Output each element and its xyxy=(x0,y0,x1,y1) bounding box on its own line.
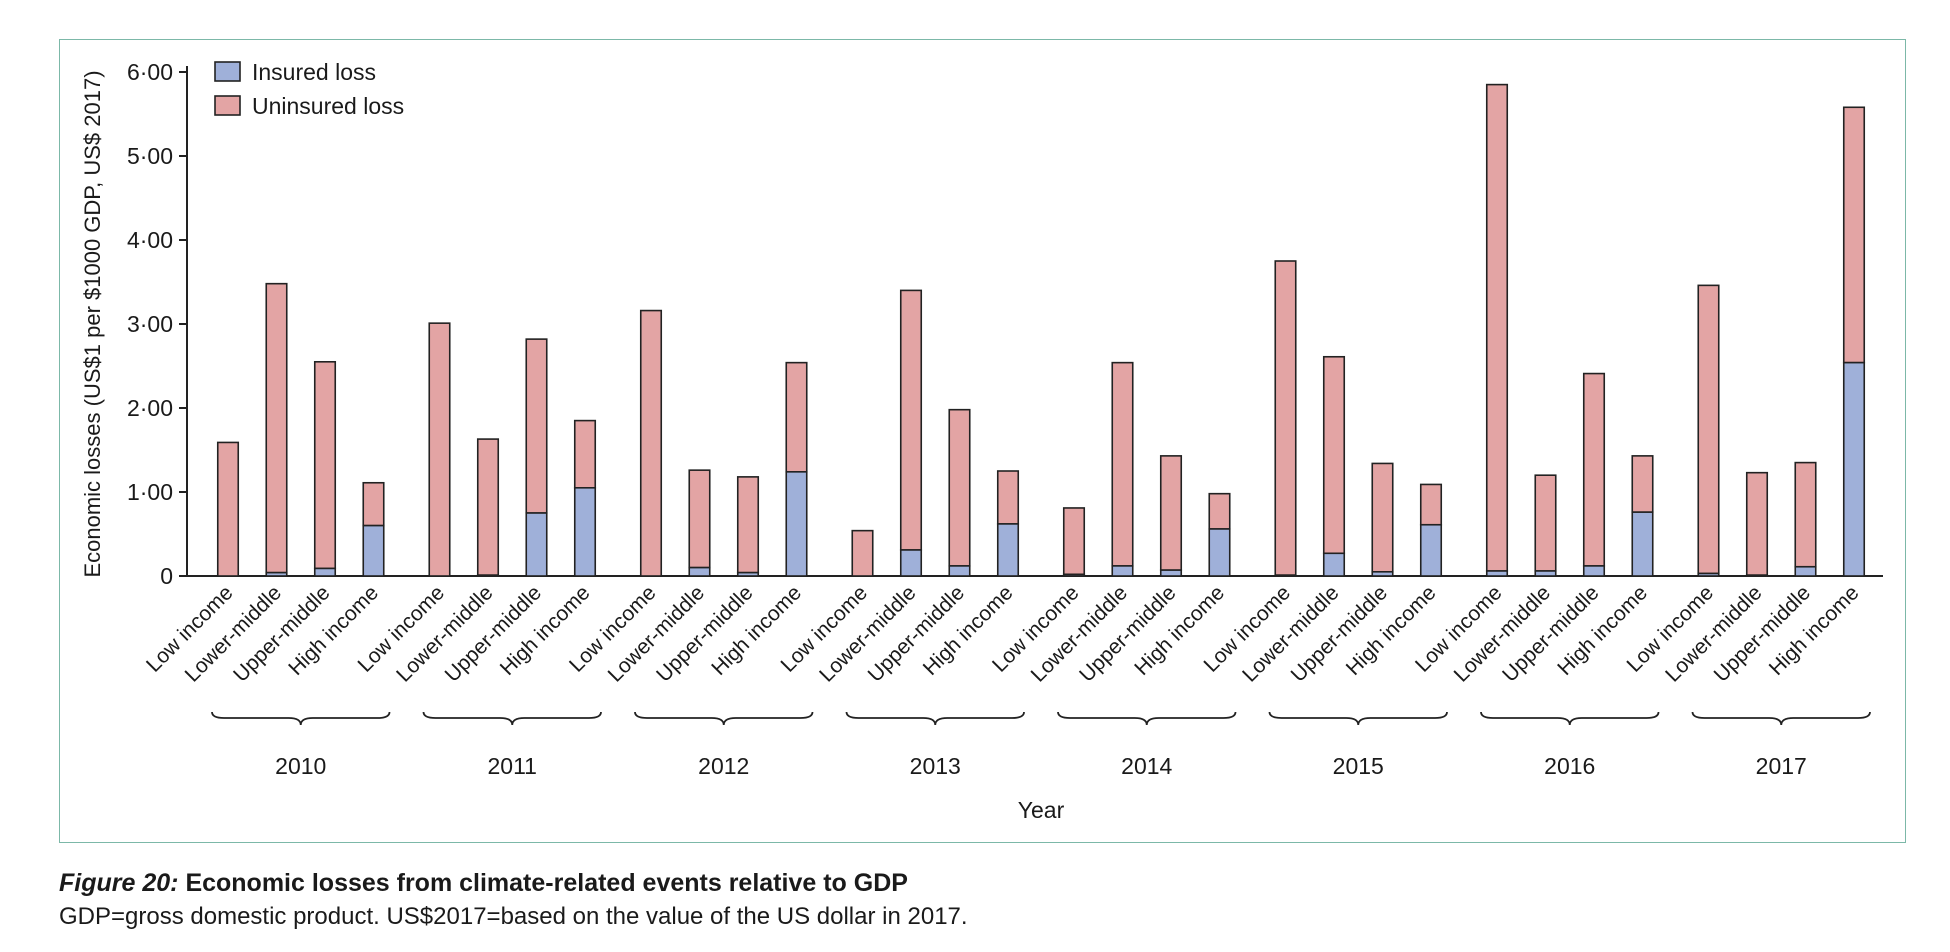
bar-uninsured-2012-1 xyxy=(688,469,711,569)
bar-insured-2011-3 xyxy=(573,486,597,577)
group-brace-2010 xyxy=(211,711,391,726)
bar-uninsured-2010-2 xyxy=(313,360,337,570)
bar-uninsured-2013-1 xyxy=(899,289,923,551)
bar-uninsured-2012-0 xyxy=(639,309,663,577)
bar-insured-2017-3 xyxy=(1842,361,1866,577)
legend-swatch-insured xyxy=(214,61,241,82)
bar-insured-2015-3 xyxy=(1419,523,1443,577)
bar-insured-2014-2 xyxy=(1159,569,1183,577)
y-tick-label: 3·00 xyxy=(127,311,173,337)
bar-uninsured-2016-1 xyxy=(1534,474,1557,572)
group-label-2015: 2015 xyxy=(1333,753,1384,779)
bar-uninsured-2011-2 xyxy=(525,338,548,514)
bar-insured-2011-2 xyxy=(525,512,548,577)
caption-title: Figure 20: Economic losses from climate-… xyxy=(59,866,1899,900)
bar-insured-2015-1 xyxy=(1322,552,1346,577)
group-brace-2013 xyxy=(845,711,1025,726)
y-tick-label: 5·00 xyxy=(127,143,173,169)
bar-uninsured-2015-0 xyxy=(1274,260,1297,576)
y-tick-label: 6·00 xyxy=(127,59,173,85)
group-label-2013: 2013 xyxy=(910,753,961,779)
group-brace-2015 xyxy=(1268,711,1448,726)
figure-frame: 0 1·00 2·00 3·00 4·00 5·00 6·00 Economic losses… xyxy=(59,39,1906,843)
bar-uninsured-2011-1 xyxy=(476,438,500,576)
group-brace-2014 xyxy=(1057,711,1237,726)
labels: 0 1·00 2·00 3·00 4·00 5·00 6·00 Economic losses… xyxy=(80,59,1864,823)
y-axis-label: Economic losses (US$1 per $1000 GDP, US$… xyxy=(80,70,105,577)
bar-insured-2010-1 xyxy=(265,571,288,577)
bar-insured-2016-2 xyxy=(1582,565,1606,577)
bar-insured-2010-3 xyxy=(362,524,385,577)
bar-insured-2011-1 xyxy=(476,574,500,577)
bar-insured-2013-1 xyxy=(899,549,923,577)
bar-uninsured-2014-0 xyxy=(1062,507,1086,576)
group-label-2011: 2011 xyxy=(488,753,537,779)
bar-uninsured-2014-3 xyxy=(1208,492,1231,530)
bar-insured-2012-3 xyxy=(785,471,808,577)
bar-uninsured-2012-2 xyxy=(736,476,760,574)
bar-uninsured-2010-0 xyxy=(216,441,240,577)
bar-insured-2017-0 xyxy=(1697,572,1720,577)
bar-insured-2013-2 xyxy=(948,565,971,577)
bar-insured-2010-2 xyxy=(313,567,337,577)
bar-uninsured-2017-2 xyxy=(1794,461,1817,568)
bar-uninsured-2012-3 xyxy=(785,361,808,473)
bar-insured-2013-3 xyxy=(996,523,1020,577)
bar-uninsured-2016-0 xyxy=(1485,83,1509,572)
group-brace-2012 xyxy=(634,711,814,726)
bar-insured-2016-1 xyxy=(1534,570,1557,577)
group-brace-2016 xyxy=(1480,711,1660,726)
bar-insured-2014-3 xyxy=(1208,528,1231,577)
caption-label: Figure 20: xyxy=(59,869,179,897)
legend: Insured loss Uninsured loss xyxy=(214,59,404,119)
bar-uninsured-2016-3 xyxy=(1631,455,1654,513)
bar-uninsured-2013-0 xyxy=(851,529,874,577)
group-label-2012: 2012 xyxy=(698,753,749,779)
bar-insured-2017-1 xyxy=(1745,574,1769,577)
bar-uninsured-2013-2 xyxy=(948,408,971,567)
stacked-bar-chart: 0 1·00 2·00 3·00 4·00 5·00 6·00 Economic losses… xyxy=(80,59,1883,823)
legend-swatch-uninsured xyxy=(214,95,241,116)
bar-uninsured-2017-0 xyxy=(1697,284,1720,575)
y-tick-label: 2·00 xyxy=(127,395,173,421)
bar-uninsured-2013-3 xyxy=(996,470,1020,525)
group-label-2016: 2016 xyxy=(1544,753,1595,779)
bar-uninsured-2016-2 xyxy=(1582,372,1606,567)
bar-uninsured-2014-2 xyxy=(1159,455,1183,571)
group-brace-2017 xyxy=(1691,711,1871,726)
y-tick-label: 1·00 xyxy=(127,479,173,505)
bar-uninsured-2015-3 xyxy=(1419,483,1443,526)
y-tick-label: 0 xyxy=(160,563,173,589)
bar-insured-2016-3 xyxy=(1631,511,1654,577)
caption-title-text: Economic losses from climate-related eve… xyxy=(185,869,908,897)
bar-insured-2017-2 xyxy=(1794,565,1817,577)
legend-label-insured: Insured loss xyxy=(252,59,376,85)
bar-uninsured-2011-0 xyxy=(428,322,451,577)
bar-uninsured-2010-1 xyxy=(265,282,288,574)
legend-label-uninsured: Uninsured loss xyxy=(252,93,404,119)
bar-insured-2014-0 xyxy=(1062,573,1086,577)
bar-insured-2015-0 xyxy=(1274,574,1297,577)
bar-insured-2015-2 xyxy=(1371,570,1394,577)
bar-insured-2014-1 xyxy=(1111,565,1134,577)
group-label-2017: 2017 xyxy=(1756,753,1807,779)
bar-uninsured-2015-2 xyxy=(1371,462,1394,573)
bar-insured-2016-0 xyxy=(1485,570,1509,577)
bar-uninsured-2010-3 xyxy=(362,481,385,527)
y-tick-label: 4·00 xyxy=(127,227,173,253)
x-axis-label: Year xyxy=(1018,797,1065,823)
group-brace-2011 xyxy=(422,711,602,726)
bar-uninsured-2011-3 xyxy=(573,419,597,489)
bar-uninsured-2014-1 xyxy=(1111,361,1134,567)
group-label-2010: 2010 xyxy=(275,753,326,779)
caption-note: GDP=gross domestic product. US$2017=base… xyxy=(59,903,968,930)
bar-uninsured-2017-3 xyxy=(1842,106,1866,364)
group-label-2014: 2014 xyxy=(1121,753,1172,779)
bar-insured-2012-2 xyxy=(736,571,760,577)
bar-uninsured-2015-1 xyxy=(1322,355,1346,555)
bar-uninsured-2017-1 xyxy=(1745,471,1769,576)
bars xyxy=(216,83,1866,577)
bar-insured-2012-1 xyxy=(688,566,711,577)
figure-caption: Figure 20: Economic losses from climate-… xyxy=(59,866,1899,934)
